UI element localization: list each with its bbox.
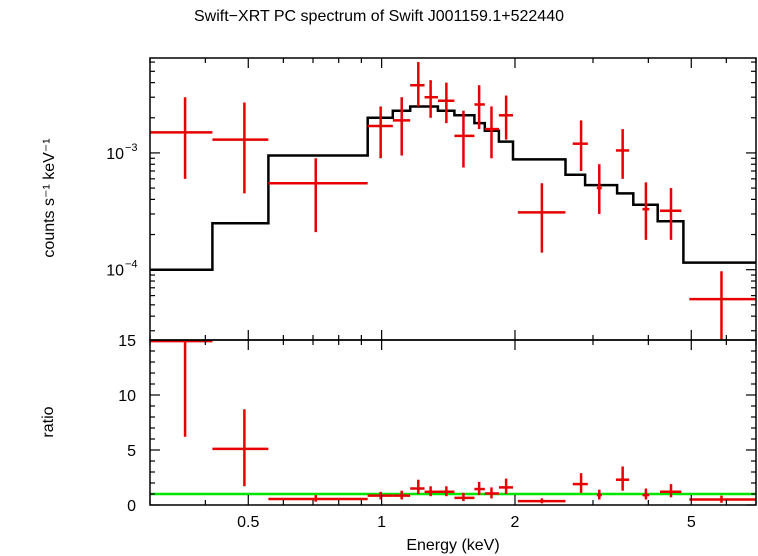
ratio-data-point xyxy=(474,481,485,496)
ratio-data-point xyxy=(424,486,438,497)
ratio-data-point xyxy=(212,409,269,487)
ratio-data-point xyxy=(689,495,756,503)
y-tick-label: 5 xyxy=(127,443,136,460)
spectrum-data-point xyxy=(498,95,514,140)
spectrum-data-point xyxy=(596,164,602,214)
ratio-data-points xyxy=(150,339,756,504)
spectrum-data-point xyxy=(392,97,411,156)
spectrum-data-point xyxy=(410,62,425,107)
ratio-data-point xyxy=(484,487,499,499)
spectrum-data-point xyxy=(437,82,455,124)
spectrum-data-points xyxy=(150,62,756,340)
spectrum-data-point xyxy=(484,106,499,159)
spectrum-data-point xyxy=(615,129,630,179)
spectrum-data-point xyxy=(642,182,650,240)
ratio-data-point xyxy=(268,495,368,502)
spectrum-data-point xyxy=(424,80,438,118)
ratio-data-point xyxy=(572,473,588,493)
spectrum-data-point xyxy=(367,106,393,159)
spectrum-data-point xyxy=(268,158,368,233)
x-tick-label: 2 xyxy=(511,514,520,531)
y-tick-label: 0 xyxy=(127,498,136,515)
ratio-data-point xyxy=(437,486,455,497)
ratio-data-point xyxy=(660,484,682,498)
ratio-data-point xyxy=(392,490,411,500)
ratio-data-point xyxy=(642,488,650,500)
y-tick-label: 15 xyxy=(118,333,136,350)
ratio-data-point xyxy=(367,491,393,500)
ratio-panel-frame xyxy=(149,339,757,506)
x-tick-label: 0.5 xyxy=(237,514,259,531)
ratio-data-point xyxy=(596,489,602,500)
spectrum-data-point xyxy=(660,188,682,240)
ratio-data-point xyxy=(517,498,566,504)
model-step-line xyxy=(150,105,756,271)
y-tick-label-exponent: −3 xyxy=(125,142,138,154)
ratio-data-point xyxy=(454,492,475,502)
ratio-data-point xyxy=(498,478,514,494)
x-tick-label: 5 xyxy=(687,514,696,531)
x-tick-label: 1 xyxy=(377,514,386,531)
ratio-data-point xyxy=(410,479,425,494)
ratio-data-point xyxy=(150,339,213,437)
model-step-path xyxy=(150,105,756,271)
y-tick-label-exponent: −4 xyxy=(125,259,138,271)
ratio-data-point xyxy=(615,466,630,491)
spectrum-data-point xyxy=(517,183,566,253)
y-tick-label: 10 xyxy=(118,388,136,405)
spectrum-data-point xyxy=(474,85,485,130)
spectrum-data-point xyxy=(689,271,756,340)
y-tick-label: 10 xyxy=(106,146,124,163)
x-axis-label: Energy (keV) xyxy=(406,537,500,554)
spectrum-data-point xyxy=(212,102,269,194)
chart-title: Swift−XRT PC spectrum of Swift J001159.1… xyxy=(194,8,564,25)
spectrum-data-point xyxy=(572,120,588,172)
y-tick-label: 10 xyxy=(106,263,124,280)
spectrum-data-point xyxy=(454,110,475,168)
spectrum-data-point xyxy=(150,97,213,179)
